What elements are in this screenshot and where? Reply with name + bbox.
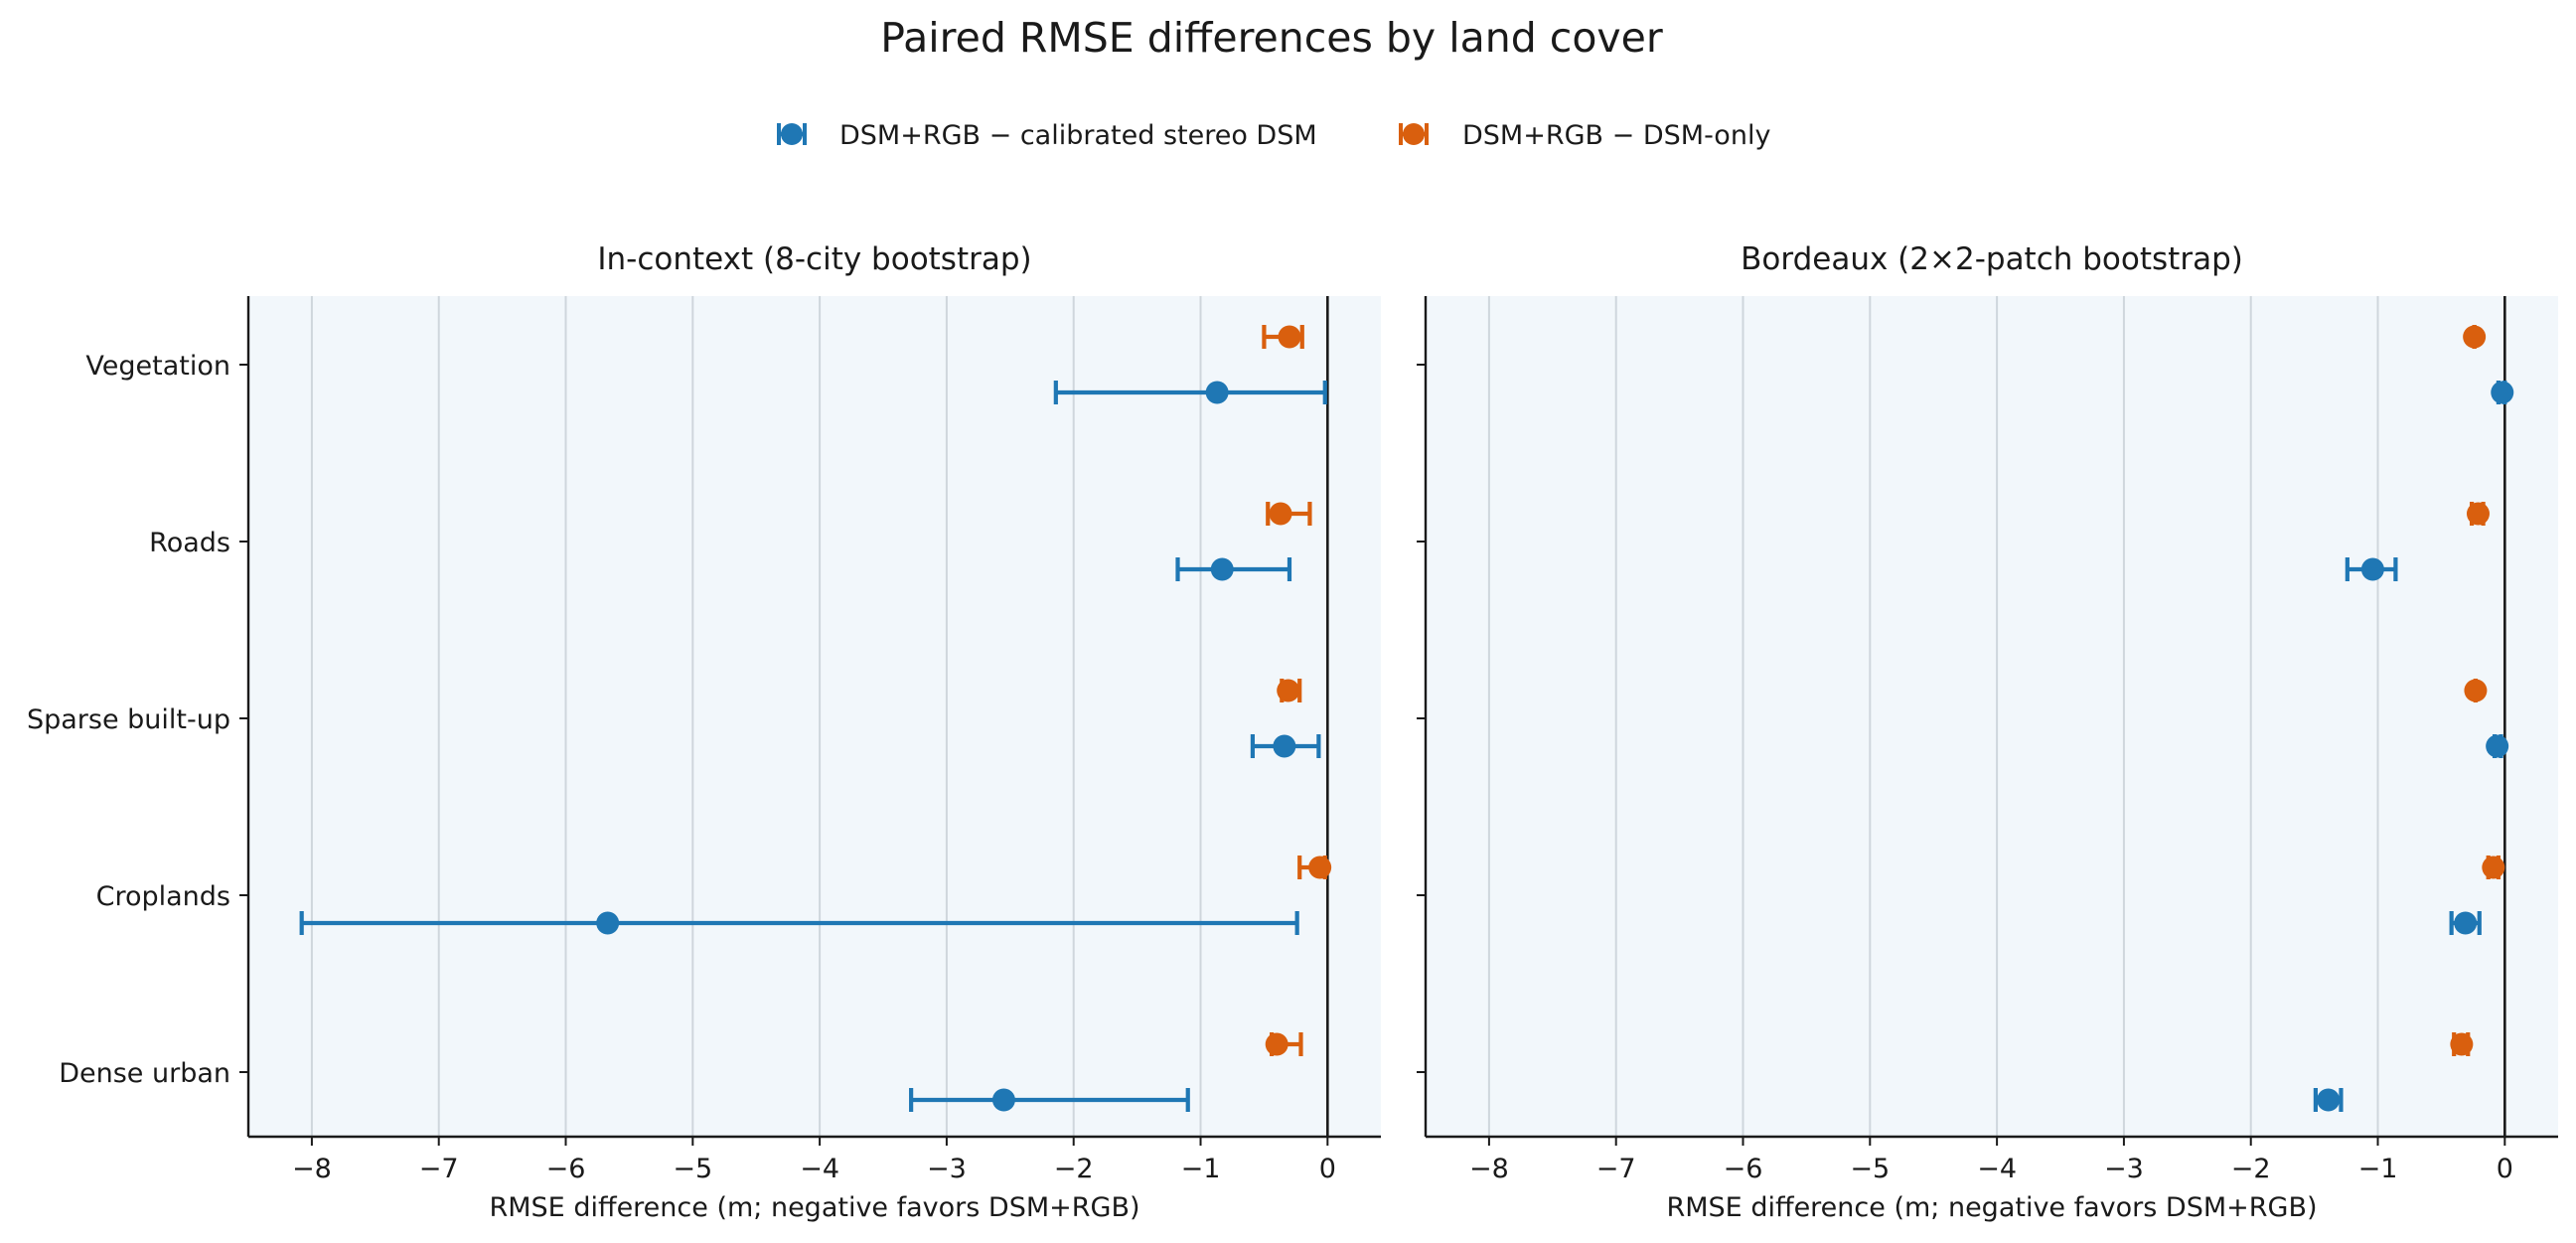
category-label-4: Dense urban [59,1058,230,1089]
errorbar-1-0-4 [2450,1032,2474,1056]
plot-area-0 [248,296,1381,1137]
data-point-0-1-3 [596,911,620,935]
errorbar-1-1-0 [2491,381,2514,404]
series-1-0 [2450,325,2505,1056]
errorbar-1-1-3 [2449,911,2482,935]
data-point-1-1-4 [2317,1088,2341,1112]
x-tick-label-1-3: −5 [1850,1154,1890,1184]
legend: DSM+RGB − calibrated stereo DSM DSM+RGB … [777,120,1770,151]
data-point-0-0-3 [1308,855,1332,879]
data-point-1-0-2 [2464,679,2488,702]
errorbar-1-1-4 [2313,1088,2344,1112]
panel-title-1: Bordeaux (2×2-patch bootstrap) [1741,241,2243,277]
series-0-0 [1262,325,1332,1056]
errorbar-0-0-0 [1262,325,1304,349]
data-point-1-0-4 [2450,1032,2474,1056]
data-point-0-1-0 [1205,381,1229,404]
legend-label-0: DSM+RGB − calibrated stereo DSM [839,120,1317,151]
errorbar-1-0-3 [2482,855,2505,879]
data-point-0-1-1 [1210,557,1234,581]
errorbar-1-1-1 [2345,557,2398,581]
x-axis-label-1: RMSE difference (m; negative favors DSM+… [1666,1192,2317,1223]
x-tick-label-0-6: −2 [1054,1154,1094,1184]
x-tick-label-1-7: −1 [2358,1154,2398,1184]
x-axis-label-0: RMSE difference (m; negative favors DSM+… [489,1192,1139,1223]
x-tick-label-1-5: −3 [2104,1154,2144,1184]
errorbar-0-1-0 [1053,381,1327,404]
x-tick-label-0-8: 0 [1319,1154,1336,1184]
series-1-1 [2313,381,2514,1112]
data-point-0-1-2 [1273,734,1296,758]
x-tick-label-0-0: −8 [292,1154,332,1184]
category-label-3: Croplands [96,881,230,912]
errorbar-0-0-2 [1277,679,1302,702]
legend-label-1: DSM+RGB − DSM-only [1462,120,1770,151]
errorbar-0-1-2 [1250,734,1321,758]
data-point-1-1-2 [2486,734,2509,758]
x-tick-label-1-6: −2 [2231,1154,2271,1184]
x-tick-label-1-1: −7 [1596,1154,1636,1184]
errorbar-1-0-2 [2464,679,2488,702]
data-point-0-0-4 [1265,1032,1288,1056]
legend-entry-1: DSM+RGB − DSM-only [1399,120,1770,151]
x-tick-label-0-1: −7 [419,1154,459,1184]
x-tick-label-1-4: −4 [1977,1154,2017,1184]
x-tick-label-1-8: 0 [2497,1154,2513,1184]
data-point-1-0-3 [2482,855,2505,879]
data-point-1-1-0 [2491,381,2514,404]
data-point-1-0-1 [2466,502,2490,526]
panel-title-0: In-context (8-city bootstrap) [597,241,1031,277]
errorbar-1-1-2 [2486,734,2509,758]
errorbar-0-1-4 [909,1088,1190,1112]
category-label-0: Vegetation [85,351,230,382]
data-point-0-0-1 [1269,502,1292,526]
data-point-1-1-3 [2454,911,2478,935]
data-point-0-0-0 [1278,325,1301,349]
legend-marker-0 [777,123,807,145]
errorbar-0-1-1 [1175,557,1292,581]
x-tick-label-0-7: −1 [1181,1154,1221,1184]
errorbar-0-0-3 [1297,855,1332,879]
x-tick-label-0-3: −5 [673,1154,712,1184]
figure-title: Paired RMSE differences by land cover [880,14,1663,62]
panel-1: −8 −7 −6 −5 −4 −3 −2 −1 0 Bordeaux (2×2-patch boo… [1417,241,2558,1223]
data-point-0-0-2 [1277,679,1300,702]
errorbar-0-0-1 [1266,502,1312,526]
errorbar-0-0-4 [1265,1032,1303,1056]
errorbar-1-0-0 [2463,325,2487,349]
errorbar-0-1-3 [299,911,1299,935]
x-tick-label-1-0: −8 [1469,1154,1509,1184]
panels: −8 −7 −6 −5 −4 −3 −2 −1 0 Vegetation Roads Sparse b… [27,241,2558,1223]
data-point-1-1-1 [2360,557,2384,581]
errorbar-1-0-1 [2466,502,2490,526]
legend-entry-0: DSM+RGB − calibrated stereo DSM [777,120,1317,151]
x-tick-label-0-5: −3 [927,1154,967,1184]
x-tick-label-1-2: −6 [1724,1154,1763,1184]
data-point-1-0-0 [2463,325,2487,349]
category-label-1: Roads [149,528,230,558]
panel-0: −8 −7 −6 −5 −4 −3 −2 −1 0 Vegetation Roads Sparse b… [27,241,1381,1223]
category-label-2: Sparse built-up [27,704,230,735]
plot-area-1 [1426,296,2558,1137]
x-tick-label-0-2: −6 [546,1154,586,1184]
data-point-0-1-4 [991,1088,1015,1112]
legend-marker-1 [1399,123,1429,145]
series-0-1 [299,381,1327,1112]
x-tick-label-0-4: −4 [800,1154,839,1184]
